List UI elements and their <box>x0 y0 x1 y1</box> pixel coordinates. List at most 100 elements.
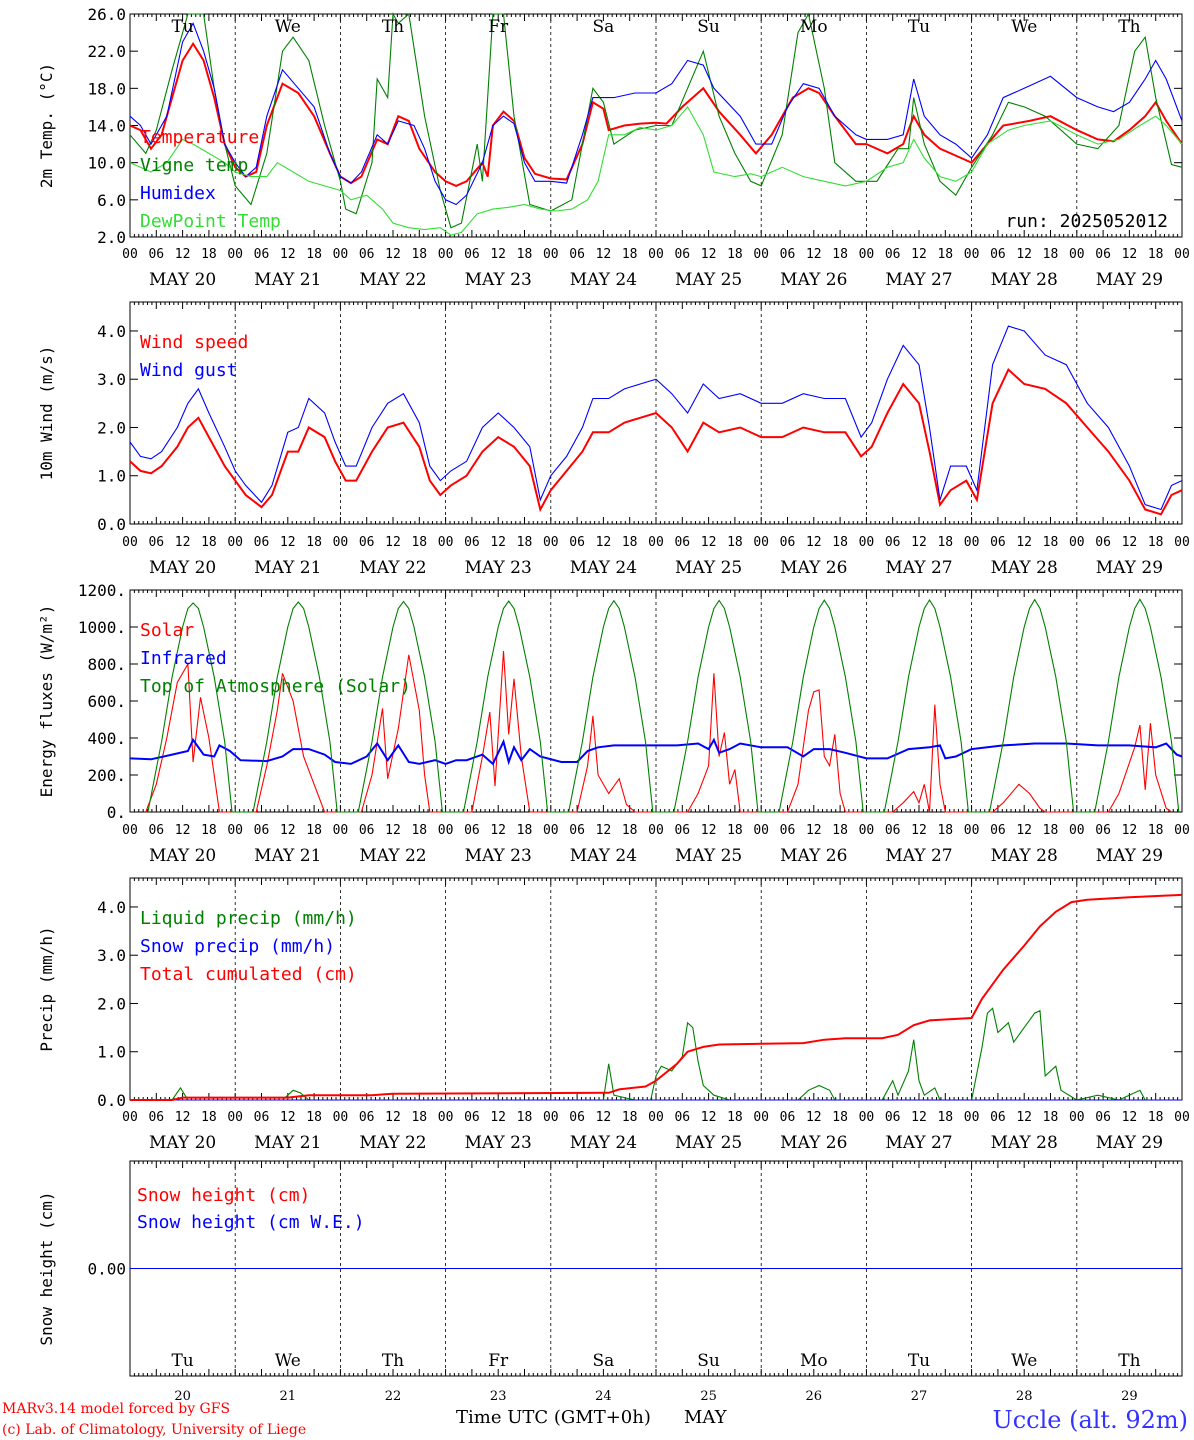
wind-panel: 0.0 1.0 2.0 3.0 4.0 10m Wind (m/s) Wind speed W… <box>37 301 1190 578</box>
x-tick-label: 12 <box>596 1110 612 1125</box>
x-tick-label: 18 <box>201 247 217 262</box>
x-tick-label: 00 <box>648 1110 664 1125</box>
x-tick-label: 12 <box>806 247 822 262</box>
x-tick-label: 06 <box>1095 823 1111 838</box>
footer: MARv3.14 model forced by GFS (c) Lab. of… <box>2 1401 1188 1438</box>
legend-entry: Solar <box>140 620 194 641</box>
x-tick-label: 06 <box>254 1110 270 1125</box>
day-label: MAY 25 <box>675 1133 742 1153</box>
series-wind-speed <box>129 367 1183 516</box>
weekday-label: Tu <box>171 17 193 37</box>
weekday-label: Tu <box>908 1351 930 1371</box>
x-tick-label: 06 <box>148 535 164 550</box>
day-label: MAY 22 <box>359 846 426 866</box>
x-tick-label: 06 <box>359 247 375 262</box>
day-number: 23 <box>490 1389 507 1404</box>
x-tick-label: 00 <box>964 823 980 838</box>
x-tick-label: 06 <box>780 1110 796 1125</box>
x-tick-label: 06 <box>359 823 375 838</box>
x-tick-label: 12 <box>911 247 927 262</box>
day-number: 28 <box>1016 1389 1033 1404</box>
x-tick-label: 12 <box>1016 823 1032 838</box>
x-tick-label: 06 <box>990 247 1006 262</box>
x-tick-label: 00 <box>438 823 454 838</box>
x-tick-label: 18 <box>306 1110 322 1125</box>
x-tick-label: 00 <box>122 1110 138 1125</box>
x-tick-label: 00 <box>753 1110 769 1125</box>
x-tick-label: 00 <box>964 247 980 262</box>
x-tick-label: 00 <box>859 823 875 838</box>
day-label: MAY 29 <box>1096 846 1163 866</box>
x-tick-label: 12 <box>701 1110 717 1125</box>
x-tick-label: 06 <box>885 1110 901 1125</box>
x-tick-label: 18 <box>411 247 427 262</box>
y-tick-label: 18.0 <box>87 79 126 98</box>
x-tick-label: 18 <box>727 535 743 550</box>
x-tick-label: 18 <box>727 823 743 838</box>
x-tick-label: 18 <box>306 247 322 262</box>
weekday-label: We <box>275 1351 301 1371</box>
y-tick-label: 0. <box>107 803 126 822</box>
temp-panel: 2.0 6.0 10.0 14.0 18.0 22.0 26.0 2m Temp. (°C) T… <box>37 5 1190 290</box>
snow-panel: 0.00 Snow height (cm) Snow height (cm) Snow… <box>37 1160 1183 1404</box>
series-top-of-atmosphere-solar <box>147 598 1180 813</box>
day-label: MAY 24 <box>570 1133 637 1153</box>
y-axis-label: 2m Temp. (°C) <box>37 63 56 188</box>
x-tick-label: 18 <box>727 247 743 262</box>
weekday-label: Sa <box>593 17 615 37</box>
day-label: MAY 22 <box>359 1133 426 1153</box>
x-tick-label: 18 <box>832 535 848 550</box>
x-tick-label: 06 <box>254 535 270 550</box>
weekday-label: We <box>1011 1351 1037 1371</box>
y-tick-label: 0.00 <box>87 1260 126 1279</box>
y-tick-label: 0.0 <box>97 515 126 534</box>
day-label: MAY 28 <box>991 846 1058 866</box>
y-tick-label: 3.0 <box>97 370 126 389</box>
weekday-label: Mo <box>800 1351 828 1371</box>
x-tick-label: 06 <box>780 535 796 550</box>
y-tick-label: 2.0 <box>97 994 126 1013</box>
x-tick-label: 18 <box>517 1110 533 1125</box>
x-tick-label: 00 <box>648 535 664 550</box>
x-tick-label: 18 <box>937 823 953 838</box>
series-wind-gust <box>129 325 1183 511</box>
x-tick-label: 12 <box>1122 247 1138 262</box>
x-tick-label: 18 <box>1148 247 1164 262</box>
y-axis-label: Energy fluxes (W/m²) <box>37 605 56 798</box>
x-tick-label: 12 <box>175 1110 191 1125</box>
x-tick-label: 18 <box>517 823 533 838</box>
weekday-label: Th <box>1118 1351 1140 1371</box>
x-tick-label: 12 <box>280 823 296 838</box>
legend-entry: Total cumulated (cm) <box>140 964 357 985</box>
x-tick-label: 12 <box>806 823 822 838</box>
x-tick-label: 12 <box>175 823 191 838</box>
x-tick-label: 18 <box>832 1110 848 1125</box>
x-tick-label: 06 <box>254 823 270 838</box>
x-tick-label: 12 <box>385 823 401 838</box>
y-axis-label: Snow height (cm) <box>37 1191 56 1345</box>
series-humidex <box>129 22 1183 206</box>
day-label: MAY 24 <box>570 270 637 290</box>
x-tick-label: 00 <box>543 1110 559 1125</box>
day-label: MAY 23 <box>465 270 532 290</box>
x-tick-label: 06 <box>359 535 375 550</box>
x-tick-label: 12 <box>1016 535 1032 550</box>
x-tick-label: 06 <box>674 535 690 550</box>
day-label: MAY 24 <box>570 558 637 578</box>
x-tick-label: 00 <box>1174 535 1190 550</box>
x-tick-label: 12 <box>280 535 296 550</box>
x-tick-label: 00 <box>333 1110 349 1125</box>
run-annotation: run: 2025052012 <box>1005 211 1168 232</box>
x-tick-label: 12 <box>175 535 191 550</box>
day-label: MAY 24 <box>570 846 637 866</box>
x-tick-label: 06 <box>464 823 480 838</box>
x-tick-label: 18 <box>201 1110 217 1125</box>
day-number: 26 <box>806 1389 823 1404</box>
weekday-label: Su <box>697 17 720 37</box>
x-tick-label: 18 <box>306 535 322 550</box>
day-label: MAY 20 <box>149 558 216 578</box>
x-tick-label: 06 <box>885 535 901 550</box>
x-tick-label: 12 <box>175 247 191 262</box>
day-label: MAY 28 <box>991 270 1058 290</box>
legend-entry: Vigne temp <box>140 155 248 176</box>
